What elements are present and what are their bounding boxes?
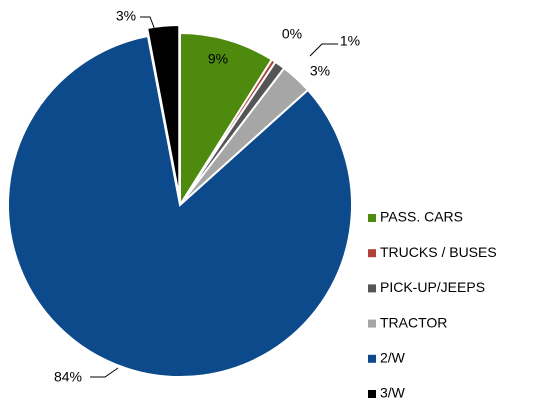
leader-line (309, 43, 338, 57)
legend-label: 3/W (380, 385, 406, 401)
pie-slice (179, 31, 274, 209)
legend-swatch (368, 354, 376, 363)
data-label: 1% (340, 33, 360, 49)
legend-swatch (368, 284, 376, 293)
data-label: 3% (310, 63, 330, 79)
legend-label: PICK-UP/JEEPS (380, 279, 485, 295)
legend-swatch (368, 214, 376, 222)
leader-line (90, 367, 119, 378)
legend-label: PASS. CARS (380, 209, 463, 225)
legend-swatch (368, 319, 376, 328)
pie-slice (7, 34, 353, 378)
data-label: 9% (208, 51, 228, 67)
legend-label: TRACTOR (380, 314, 447, 330)
data-label: 3% (116, 8, 136, 24)
legend-label: TRUCKS / BUSES (380, 244, 497, 260)
legend-swatch (368, 249, 376, 258)
legend-swatch (368, 390, 376, 398)
pie-slice (145, 24, 181, 198)
data-label: 0% (282, 26, 302, 42)
data-label: 84% (54, 369, 82, 385)
legend-label: 2/W (380, 350, 406, 366)
leader-line (140, 16, 156, 31)
